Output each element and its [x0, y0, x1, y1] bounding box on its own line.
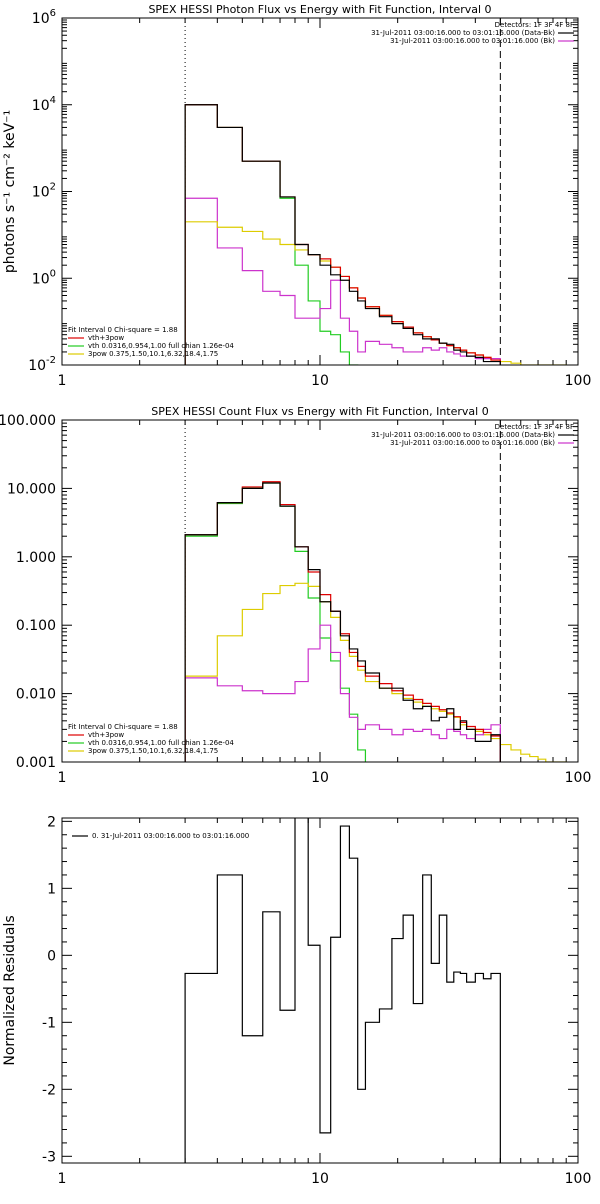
- legend-left-header: Fit Interval 0 Chi-square = 1.88: [68, 723, 178, 731]
- legend-right-header: Detectors: 1F 3F 4F 8F: [495, 21, 574, 29]
- series-step-line: [184, 624, 501, 762]
- plot-frame: [61, 17, 579, 366]
- series-step-line: [184, 482, 367, 762]
- series-step-line: [184, 104, 501, 365]
- series-step-line: [184, 818, 501, 1163]
- y-tick-label: 0.001: [16, 755, 56, 771]
- legend-right-header: Detectors: 1F 3F 4F 8F: [495, 423, 574, 431]
- x-tick-label: 100: [565, 373, 592, 389]
- y-tick-label: 104: [32, 95, 56, 114]
- series-step-line: [184, 104, 501, 365]
- legend-left-label: vth 0.0316,0.954,1.00 full chian 1.26e-0…: [88, 739, 234, 747]
- y-tick-label: 100.000: [0, 413, 56, 429]
- y-tick-label: 10-2: [28, 355, 56, 374]
- y-axis-label: photons s⁻¹ cm⁻² keV⁻¹: [2, 110, 18, 273]
- legend-left-label: 3pow 0.375,1.50,10.1,6.32,18.4,1.75: [88, 350, 218, 358]
- y-tick-label: 0.010: [16, 687, 56, 703]
- y-tick-label: 0.100: [16, 618, 56, 634]
- x-tick-label: 10: [311, 373, 329, 389]
- y-tick-exponent: 6: [50, 8, 56, 19]
- x-tick-label: 10: [311, 770, 329, 786]
- y-tick-exponent: 4: [50, 95, 56, 106]
- series-group: [184, 104, 567, 365]
- y-tick-label: -1: [42, 1015, 56, 1031]
- chart-1: SPEX HESSI Photon Flux vs Energy with Fi…: [2, 3, 591, 389]
- y-tick-exponent: 2: [50, 182, 56, 193]
- y-tick-exponent: -2: [46, 355, 56, 366]
- legend-right-label: 31-Jul-2011 03:00:16.000 to 03:01:16.000…: [371, 29, 555, 37]
- x-tick-label: 1: [58, 770, 67, 786]
- y-tick-label: -2: [42, 1082, 56, 1098]
- series-step-line: [184, 582, 567, 762]
- series-step-line: [184, 197, 501, 365]
- series-step-line: [184, 481, 501, 762]
- y-tick-label: 106: [32, 8, 56, 27]
- series-step-line: [184, 482, 501, 762]
- y-tick-label: -3: [42, 1149, 56, 1165]
- chart-2: SPEX HESSI Count Flux vs Energy with Fit…: [0, 405, 591, 786]
- chart-title: SPEX HESSI Photon Flux vs Energy with Fi…: [148, 3, 491, 16]
- y-tick-exponent: 0: [50, 268, 56, 279]
- y-tick-label: 1: [47, 881, 56, 897]
- legend-left-label: vth+3pow: [88, 731, 124, 739]
- y-tick-label: 0: [47, 948, 56, 964]
- series-group: [184, 481, 567, 762]
- y-tick-label: 102: [32, 182, 56, 201]
- legend-left-header: Fit Interval 0 Chi-square = 1.88: [68, 326, 178, 334]
- x-tick-label: 100: [565, 1171, 592, 1187]
- x-tick-label: 100: [565, 770, 592, 786]
- legend-left-label: vth 0.0316,0.954,1.00 full chian 1.26e-0…: [88, 342, 234, 350]
- x-tick-label: 1: [58, 1171, 67, 1187]
- y-tick-label: 100: [32, 268, 56, 287]
- series-group: [184, 818, 501, 1163]
- y-tick-label: 2: [47, 814, 56, 830]
- legend-left-label: 0. 31-Jul-2011 03:00:16.000 to 03:01:16.…: [92, 832, 249, 840]
- y-axis-label: Normalized Residuals: [2, 915, 18, 1065]
- y-tick-label: 1.000: [16, 550, 56, 566]
- legend-right-label: 31-Jul-2011 03:00:16.000 to 03:01:16.000…: [390, 439, 555, 447]
- plot-frame: [61, 817, 579, 1164]
- y-tick-label: 10.000: [7, 481, 56, 497]
- series-step-line: [184, 221, 567, 365]
- x-tick-label: 1: [58, 373, 67, 389]
- plot-frame: [61, 419, 579, 763]
- chart-3: 1 10 100 -3 -2 -1 0 1 2 Normalized Residuals 0. 31…: [2, 814, 592, 1187]
- legend-right-label: 31-Jul-2011 03:00:16.000 to 03:01:16.000…: [390, 37, 555, 45]
- legend-left-label: 3pow 0.375,1.50,10.1,6.32,18.4,1.75: [88, 747, 218, 755]
- legend-right-label: 31-Jul-2011 03:00:16.000 to 03:01:16.000…: [371, 431, 555, 439]
- x-tick-label: 10: [311, 1171, 329, 1187]
- chart-title: SPEX HESSI Count Flux vs Energy with Fit…: [151, 405, 488, 418]
- legend-left-label: vth+3pow: [88, 334, 124, 342]
